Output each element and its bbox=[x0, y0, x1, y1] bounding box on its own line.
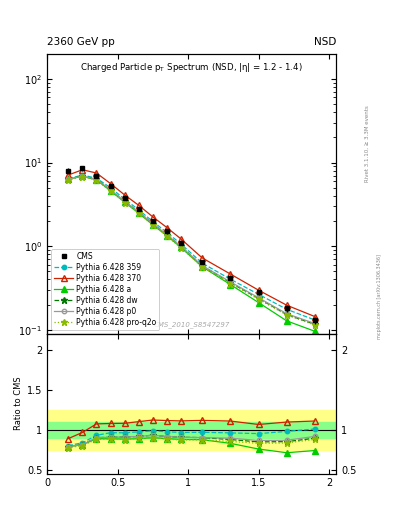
Y-axis label: Ratio to CMS: Ratio to CMS bbox=[14, 377, 23, 431]
Text: mcplots.cern.ch [arXiv:1306.3436]: mcplots.cern.ch [arXiv:1306.3436] bbox=[377, 254, 382, 339]
Bar bbox=[47, 421, 336, 438]
Text: 2360 GeV pp: 2360 GeV pp bbox=[47, 37, 115, 47]
Text: CMS_2010_S8547297: CMS_2010_S8547297 bbox=[153, 322, 230, 328]
Bar bbox=[47, 410, 336, 450]
Text: Charged Particle $\mathregular{p_T}$ Spectrum (NSD, $\mathregular{|\eta|}$ = 1.2: Charged Particle $\mathregular{p_T}$ Spe… bbox=[80, 61, 303, 74]
Text: NSD: NSD bbox=[314, 37, 336, 47]
Text: Rivet 3.1.10, ≥ 3.3M events: Rivet 3.1.10, ≥ 3.3M events bbox=[365, 105, 370, 182]
Legend: CMS, Pythia 6.428 359, Pythia 6.428 370, Pythia 6.428 a, Pythia 6.428 dw, Pythia: CMS, Pythia 6.428 359, Pythia 6.428 370,… bbox=[51, 249, 160, 330]
